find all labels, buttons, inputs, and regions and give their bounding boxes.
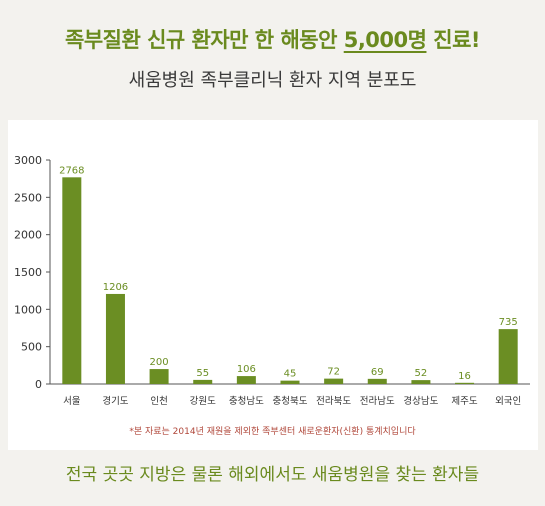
x-tick-label: 제주도 (451, 396, 477, 407)
data-label: 106 (237, 364, 256, 375)
x-tick-label: 외국인 (495, 395, 521, 407)
data-label: 72 (327, 367, 340, 378)
headline-after: 진료! (426, 28, 480, 52)
data-label: 2768 (59, 165, 84, 176)
bar (149, 369, 169, 384)
bar-chart: 0 500 1000 1500 2000 2500 3000 2768 서울 1206 경기도 200… (14, 154, 530, 407)
chart-panel: 0 500 1000 1500 2000 2500 3000 2768 서울 1206 경기도 200… (8, 120, 538, 450)
data-label: 45 (284, 369, 297, 380)
data-label: 1206 (103, 282, 128, 293)
tagline: 전국 곳곳 지방은 물론 해외에서도 새움병원을 찾는 환자들 (65, 465, 480, 485)
headline-highlight: 5,000명 (343, 28, 427, 52)
x-tick-label: 충청북도 (273, 396, 308, 407)
data-label: 200 (150, 357, 169, 368)
bar (105, 293, 125, 384)
data-label: 55 (196, 368, 209, 379)
x-tick-label: 경기도 (102, 395, 128, 407)
headline: 족부질환 신규 환자만 한 해동안 5,000명 진료! (0, 24, 545, 54)
bar (62, 177, 82, 384)
footnote: *본 자료는 2014년 재원을 제외한 족부센터 새로운환자(신환) 통계치입… (129, 427, 416, 437)
x-tick-label: 전라남도 (360, 396, 395, 407)
bar (193, 379, 213, 384)
y-tick-label: 1500 (14, 266, 42, 279)
bar (498, 329, 518, 384)
chart-subtitle: 새움병원 족부클리닉 환자 지역 분포도 (128, 70, 417, 91)
data-label: 52 (415, 368, 428, 379)
y-tick-label: 500 (21, 341, 42, 354)
bar (280, 380, 300, 384)
x-tick-label: 경상남도 (403, 395, 438, 407)
y-tick-label: 2500 (14, 191, 42, 204)
data-label: 735 (499, 317, 518, 328)
bar (455, 382, 475, 384)
x-tick-label: 강원도 (190, 396, 216, 407)
headline-before: 족부질환 신규 환자만 한 해동안 (65, 28, 344, 52)
x-tick-label: 전라북도 (316, 396, 351, 407)
data-label: 16 (458, 371, 471, 382)
x-tick-label: 서울 (63, 396, 81, 407)
bar (411, 380, 431, 384)
y-tick-label: 3000 (14, 154, 42, 167)
x-tick-label: 인천 (150, 396, 167, 407)
bar (236, 376, 256, 384)
y-tick-label: 0 (35, 378, 42, 391)
bar (367, 378, 387, 384)
data-label: 69 (371, 367, 384, 378)
x-tick-label: 충청남도 (229, 396, 264, 407)
bar (324, 378, 344, 384)
y-tick-label: 1000 (14, 303, 42, 316)
y-tick-label: 2000 (14, 229, 42, 242)
